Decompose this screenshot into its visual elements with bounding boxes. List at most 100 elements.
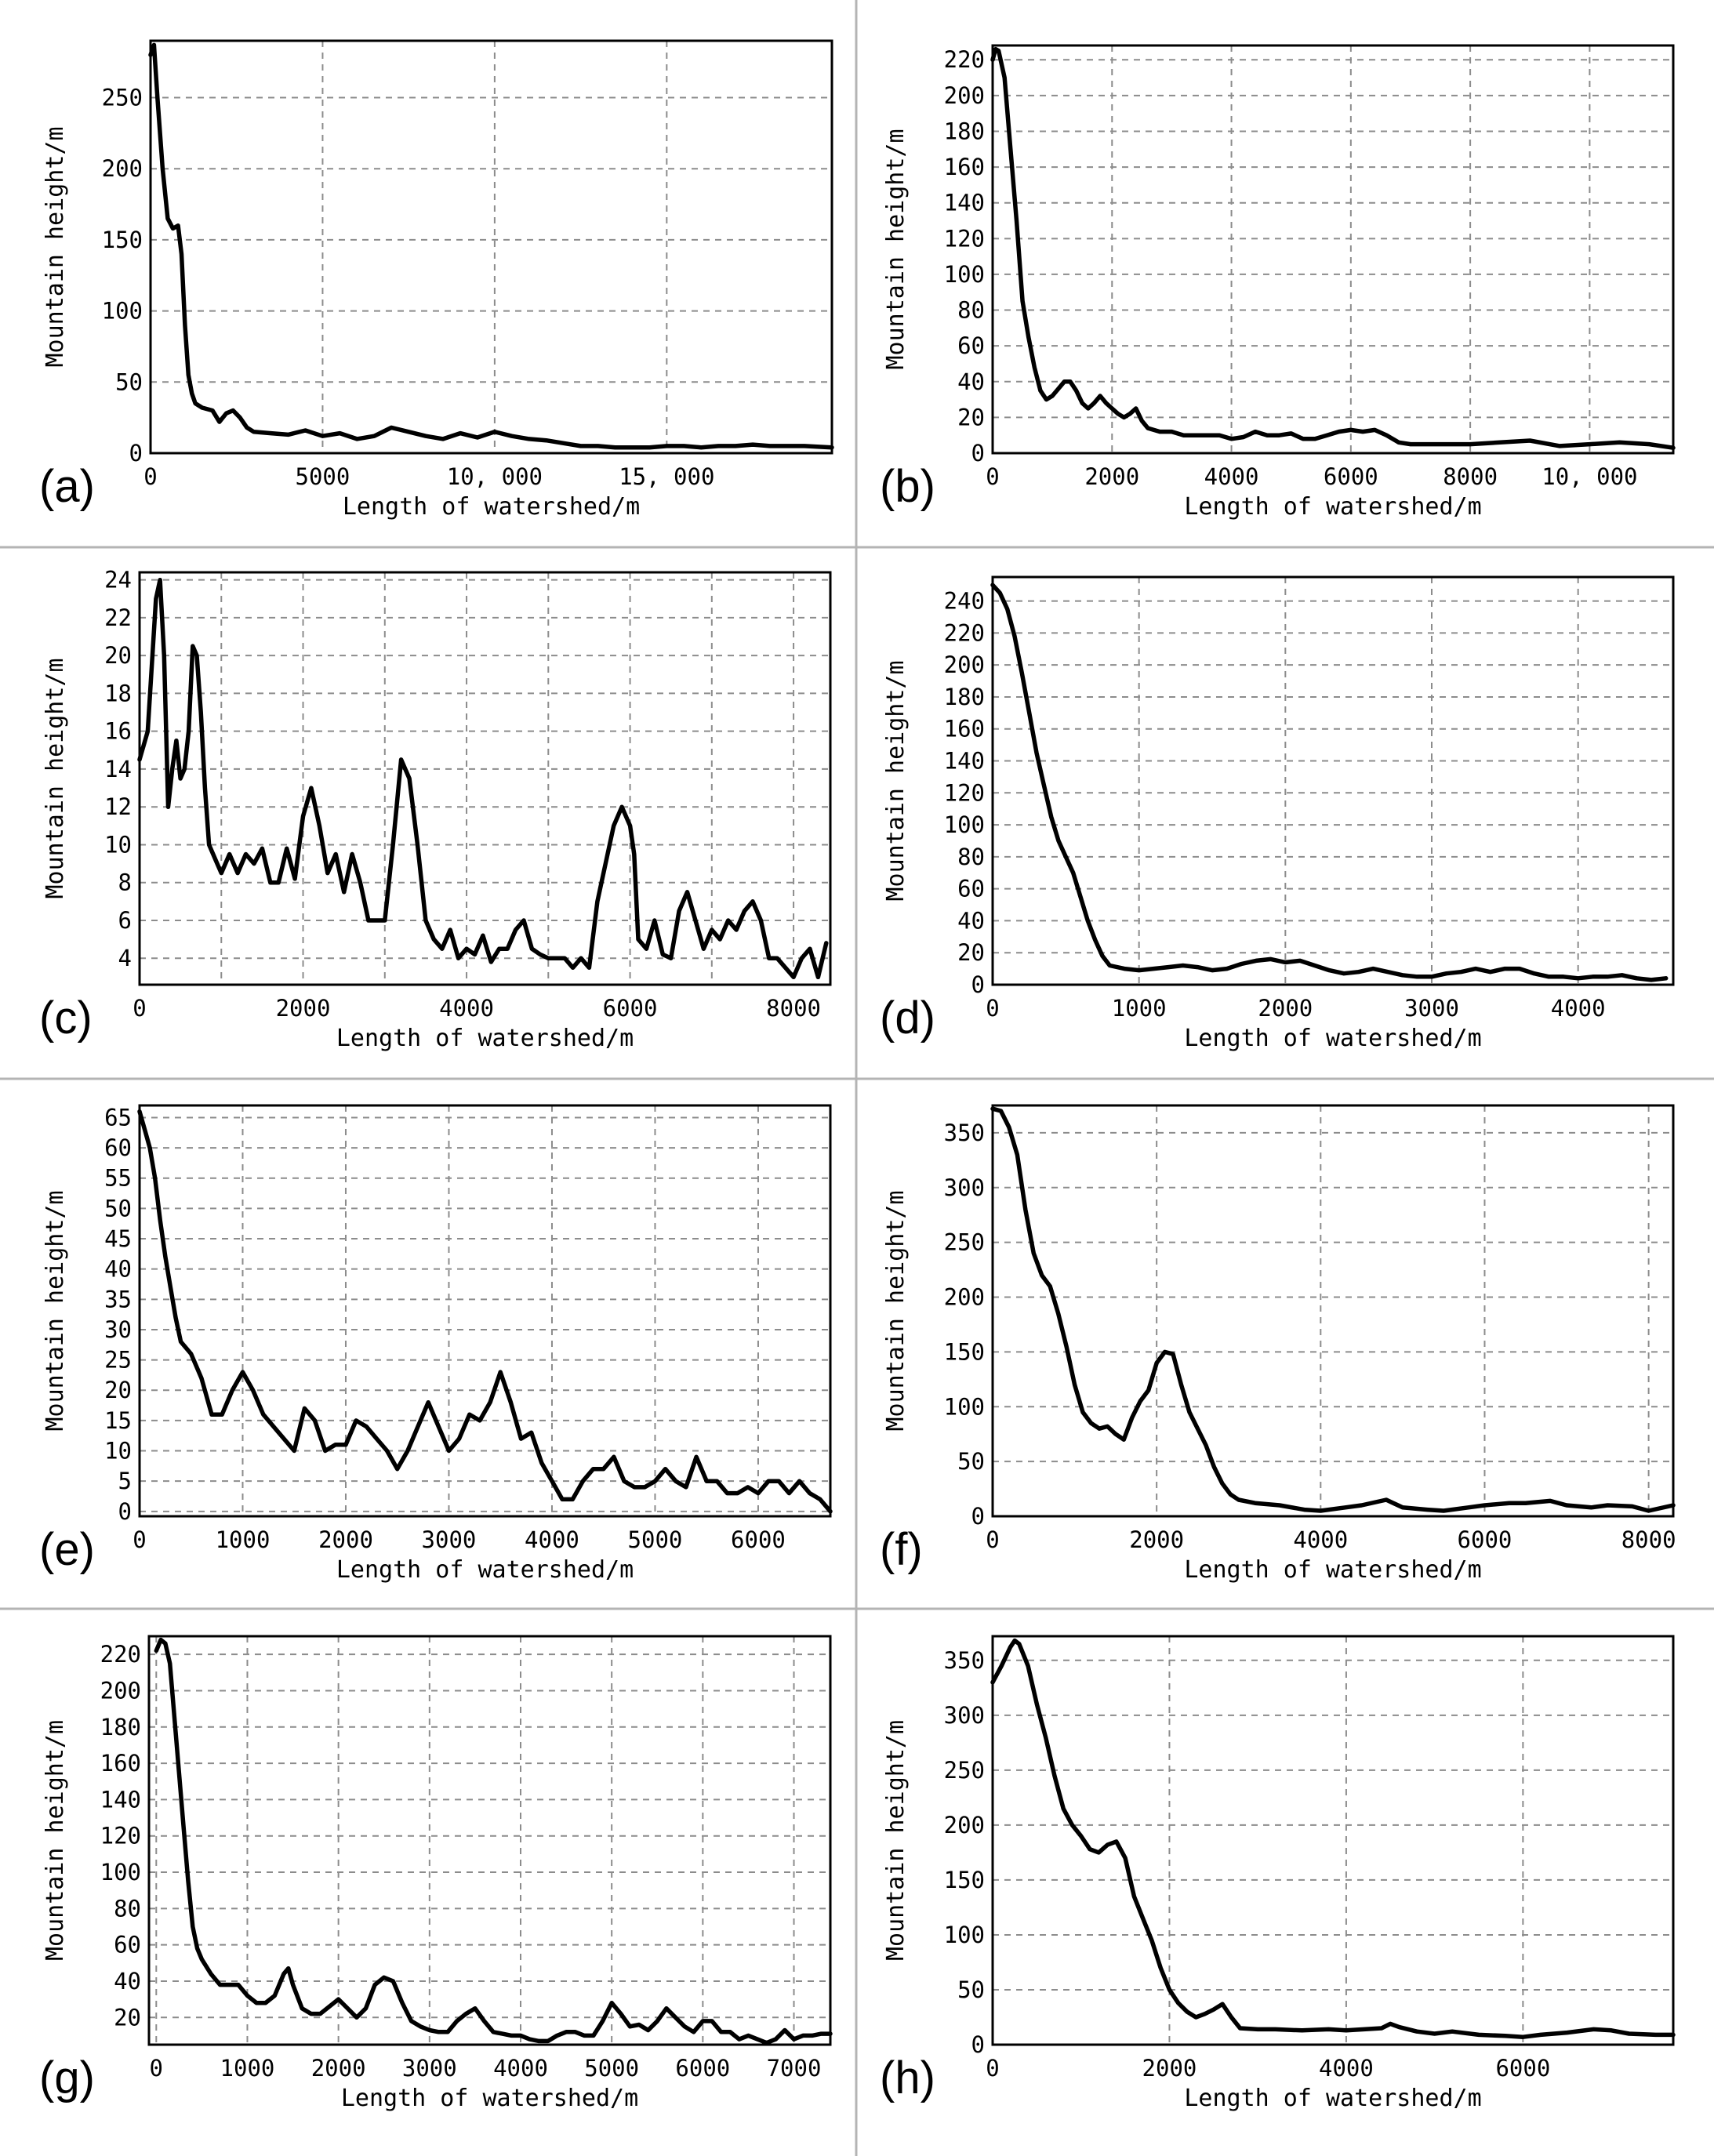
y-axis-title: Mountain height/m [42,658,69,898]
panel-label-c: (c) [39,993,93,1044]
y-tick-label: 60 [957,876,985,902]
series-line-g [154,1637,833,2045]
y-tick-label: 120 [944,225,985,252]
y-tick-label: 24 [104,567,132,593]
panel-label-g: (g) [39,2053,95,2103]
y-tick-label: 180 [944,118,985,144]
x-tick-label: 4000 [1551,995,1606,1022]
x-tick-label: 0 [133,1526,146,1553]
chart-panel-f: 0 2000 4000 6000 8000 0 50 100 150 200 250 300 350 Le… [880,1104,1676,1584]
y-tick-label: 100 [944,1393,985,1420]
y-tick-label: 10 [104,831,132,858]
y-axis-title: Mountain height/m [42,1720,69,1961]
y-tick-label: 40 [114,1968,141,1994]
x-tick-label: 4000 [525,1526,579,1553]
x-tick-label: 7000 [767,2055,822,2082]
y-tick-label: 180 [100,1714,141,1740]
y-tick-label: 80 [957,297,985,324]
y-tick-label: 0 [971,1503,985,1530]
x-tick-label: 6000 [1495,2055,1550,2082]
y-tick-label: 200 [100,1677,141,1704]
plot-area-a [149,39,833,455]
y-tick-label: 50 [957,1448,985,1475]
y-tick-label: 200 [944,1284,985,1311]
y-tick-label: 100 [944,811,985,838]
x-tick-label: 3000 [402,2055,457,2082]
panel-label-h: (h) [880,2053,935,2103]
y-tick-label: 140 [944,190,985,216]
y-tick-label: 20 [104,642,132,669]
y-tick-label: 60 [114,1932,141,1958]
x-tick-label: 0 [986,463,999,490]
y-tick-label: 65 [104,1104,132,1131]
series-line-a [148,42,834,450]
y-tick-label: 80 [957,844,985,870]
x-tick-label: 0 [133,995,146,1022]
x-tick-label: 0 [143,463,157,490]
plot-border-f [991,1104,1675,1518]
y-axis-title: Mountain height/m [882,129,910,369]
y-tick-label: 0 [971,2031,985,2058]
x-tick-label: 2000 [1258,995,1313,1022]
chart-panel-b: 0 2000 4000 6000 8000 10, 000 0 20 40 60 80 100 120 1… [880,44,1676,521]
y-tick-label: 60 [104,1134,132,1161]
y-tick-label: 200 [944,652,985,678]
y-tick-label: 80 [114,1895,141,1922]
y-tick-label: 240 [944,588,985,615]
y-tick-label: 0 [971,971,985,998]
x-tick-label: 0 [986,995,999,1022]
chart-panel-a: 0 5000 10, 000 15, 000 0 50 100 150 200 250 Length… [39,39,834,521]
x-tick-label: 5000 [296,463,350,490]
y-tick-label: 120 [100,1823,141,1849]
panel-label-e: (e) [39,1524,95,1575]
y-tick-label: 20 [957,404,985,430]
y-tick-label: 160 [100,1750,141,1777]
y-tick-label: 300 [944,1174,985,1201]
y-tick-label: 350 [944,1120,985,1146]
x-tick-label: 6000 [675,2055,730,2082]
y-axis-title: Mountain height/m [882,660,910,901]
x-tick-label: 2000 [311,2055,366,2082]
series-line-b [990,46,1676,450]
plot-border-e [138,1104,832,1518]
y-tick-label: 150 [102,227,143,253]
x-axis-title: Length of watershed/m [343,493,640,521]
chart-panel-h: 0 2000 4000 6000 0 50 100 150 200 250 300 350 Length… [880,1635,1676,2112]
y-tick-label: 100 [102,298,143,325]
y-tick-label: 16 [104,718,132,745]
chart-panel-g: 0 1000 2000 3000 4000 5000 6000 7000 20 40 60 80 100… [39,1635,833,2112]
x-tick-label: 4000 [493,2055,548,2082]
y-tick-label: 160 [944,154,985,180]
y-tick-label: 100 [100,1859,141,1886]
y-tick-label: 180 [944,684,985,710]
y-tick-label: 20 [104,1377,132,1403]
y-axis-title: Mountain height/m [42,1190,69,1431]
y-tick-label: 45 [104,1225,132,1252]
x-tick-label: 6000 [603,995,658,1022]
x-tick-label: 0 [986,2055,999,2082]
x-tick-label: 4000 [439,995,494,1022]
y-tick-label: 350 [944,1647,985,1674]
plot-border-c [138,571,832,986]
y-tick-label: 22 [104,604,132,631]
y-tick-label: 12 [104,793,132,820]
y-axis-title: Mountain height/m [882,1190,910,1431]
y-tick-label: 300 [944,1702,985,1729]
x-tick-label: 15, 000 [619,463,714,490]
plot-area-e [138,1104,832,1518]
series-line-f [990,1106,1676,1513]
y-tick-label: 18 [104,680,132,706]
chart-panel-e: 0 1000 2000 3000 4000 5000 6000 0 5 10 15 20 25 30 35 4… [39,1104,833,1584]
x-tick-label: 6000 [731,1526,786,1553]
x-tick-label: 5000 [628,1526,683,1553]
y-tick-label: 140 [100,1786,141,1813]
y-tick-label: 200 [102,155,143,182]
y-tick-label: 250 [102,85,143,111]
x-tick-label: 8000 [1443,463,1498,490]
y-tick-label: 14 [104,756,132,782]
y-tick-label: 50 [957,1976,985,2003]
x-tick-label: 4000 [1319,2055,1374,2082]
y-tick-label: 40 [957,368,985,395]
x-axis-title: Length of watershed/m [1184,2085,1481,2112]
y-tick-label: 0 [118,1498,132,1525]
